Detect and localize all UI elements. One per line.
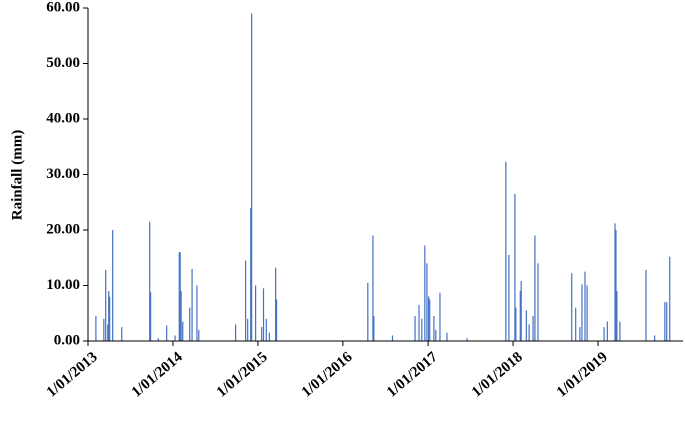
bar bbox=[180, 291, 182, 341]
bar bbox=[664, 302, 666, 341]
bar bbox=[515, 307, 517, 341]
y-tick-label: 60.00 bbox=[46, 0, 80, 15]
bar bbox=[520, 281, 522, 341]
bar bbox=[182, 321, 184, 341]
bar bbox=[435, 329, 437, 341]
bar bbox=[105, 269, 107, 341]
bar bbox=[525, 310, 527, 341]
bar bbox=[179, 252, 181, 341]
bar bbox=[189, 307, 191, 341]
bar bbox=[505, 161, 507, 341]
bar bbox=[157, 338, 159, 341]
bar bbox=[255, 285, 257, 341]
bar bbox=[603, 327, 605, 341]
bar bbox=[606, 321, 608, 341]
x-tick-label: 1/01/2017 bbox=[384, 349, 441, 401]
bar bbox=[250, 207, 252, 341]
bar bbox=[439, 292, 441, 341]
bar bbox=[108, 291, 110, 341]
bar bbox=[508, 254, 510, 341]
x-tick-label: 1/01/2014 bbox=[129, 349, 186, 401]
bar bbox=[234, 324, 237, 341]
y-tick-label: 40.00 bbox=[46, 110, 80, 126]
bar bbox=[262, 288, 265, 341]
bar bbox=[247, 318, 249, 341]
bar bbox=[426, 263, 428, 341]
bar bbox=[532, 316, 534, 341]
bar bbox=[149, 221, 151, 341]
y-tick-label: 20.00 bbox=[46, 221, 80, 237]
bar bbox=[112, 230, 114, 341]
y-tick-label: 0.00 bbox=[54, 332, 80, 348]
x-tick-label: 1/01/2015 bbox=[214, 349, 271, 400]
bar bbox=[528, 324, 530, 341]
bar bbox=[414, 316, 416, 341]
y-tick-label: 30.00 bbox=[46, 166, 80, 182]
bar bbox=[584, 271, 586, 341]
bar bbox=[174, 335, 176, 341]
bar bbox=[427, 296, 430, 341]
bar bbox=[537, 263, 539, 341]
bar bbox=[372, 235, 374, 341]
bar bbox=[669, 256, 671, 341]
bar bbox=[196, 285, 198, 341]
bar bbox=[433, 316, 435, 341]
bar bbox=[191, 268, 193, 341]
bar bbox=[519, 291, 521, 341]
bar bbox=[178, 252, 180, 341]
bar bbox=[421, 318, 423, 341]
bar bbox=[268, 332, 270, 341]
bar bbox=[373, 316, 375, 341]
bar bbox=[150, 292, 152, 341]
bar bbox=[614, 223, 616, 341]
bar bbox=[429, 299, 431, 341]
bar bbox=[581, 284, 583, 341]
bar bbox=[166, 325, 168, 341]
bar bbox=[391, 335, 394, 341]
x-tick-label: 1/01/2018 bbox=[469, 349, 526, 400]
bar bbox=[95, 316, 97, 341]
x-tick-label: 1/01/2016 bbox=[299, 349, 356, 401]
bar bbox=[571, 273, 573, 341]
bar bbox=[616, 291, 618, 341]
bar bbox=[261, 327, 263, 341]
bar bbox=[586, 285, 588, 341]
bar bbox=[109, 296, 111, 341]
bar bbox=[446, 332, 448, 341]
bar bbox=[424, 245, 426, 341]
bar bbox=[645, 269, 647, 341]
y-tick-label: 10.00 bbox=[46, 277, 80, 293]
bar bbox=[244, 260, 247, 341]
bar bbox=[275, 299, 278, 341]
bar bbox=[654, 335, 656, 341]
bar bbox=[103, 318, 105, 341]
bar bbox=[198, 329, 200, 341]
bar bbox=[121, 327, 123, 341]
bar bbox=[666, 302, 668, 341]
bar bbox=[514, 193, 516, 341]
bar bbox=[275, 267, 277, 341]
x-tick-label: 1/01/2019 bbox=[554, 349, 611, 400]
y-tick-label: 50.00 bbox=[46, 55, 80, 71]
bar bbox=[534, 235, 536, 341]
bar bbox=[579, 327, 581, 341]
x-tick-label: 1/01/2013 bbox=[44, 349, 101, 400]
y-axis-label: Rainfall (mm) bbox=[9, 130, 25, 220]
bar bbox=[107, 324, 109, 341]
bar bbox=[367, 282, 369, 341]
bar bbox=[265, 318, 267, 341]
bar bbox=[615, 230, 617, 341]
bar bbox=[251, 13, 253, 342]
bar bbox=[575, 307, 577, 341]
bar bbox=[619, 321, 621, 341]
bar bbox=[418, 304, 420, 341]
bar bbox=[466, 338, 468, 341]
